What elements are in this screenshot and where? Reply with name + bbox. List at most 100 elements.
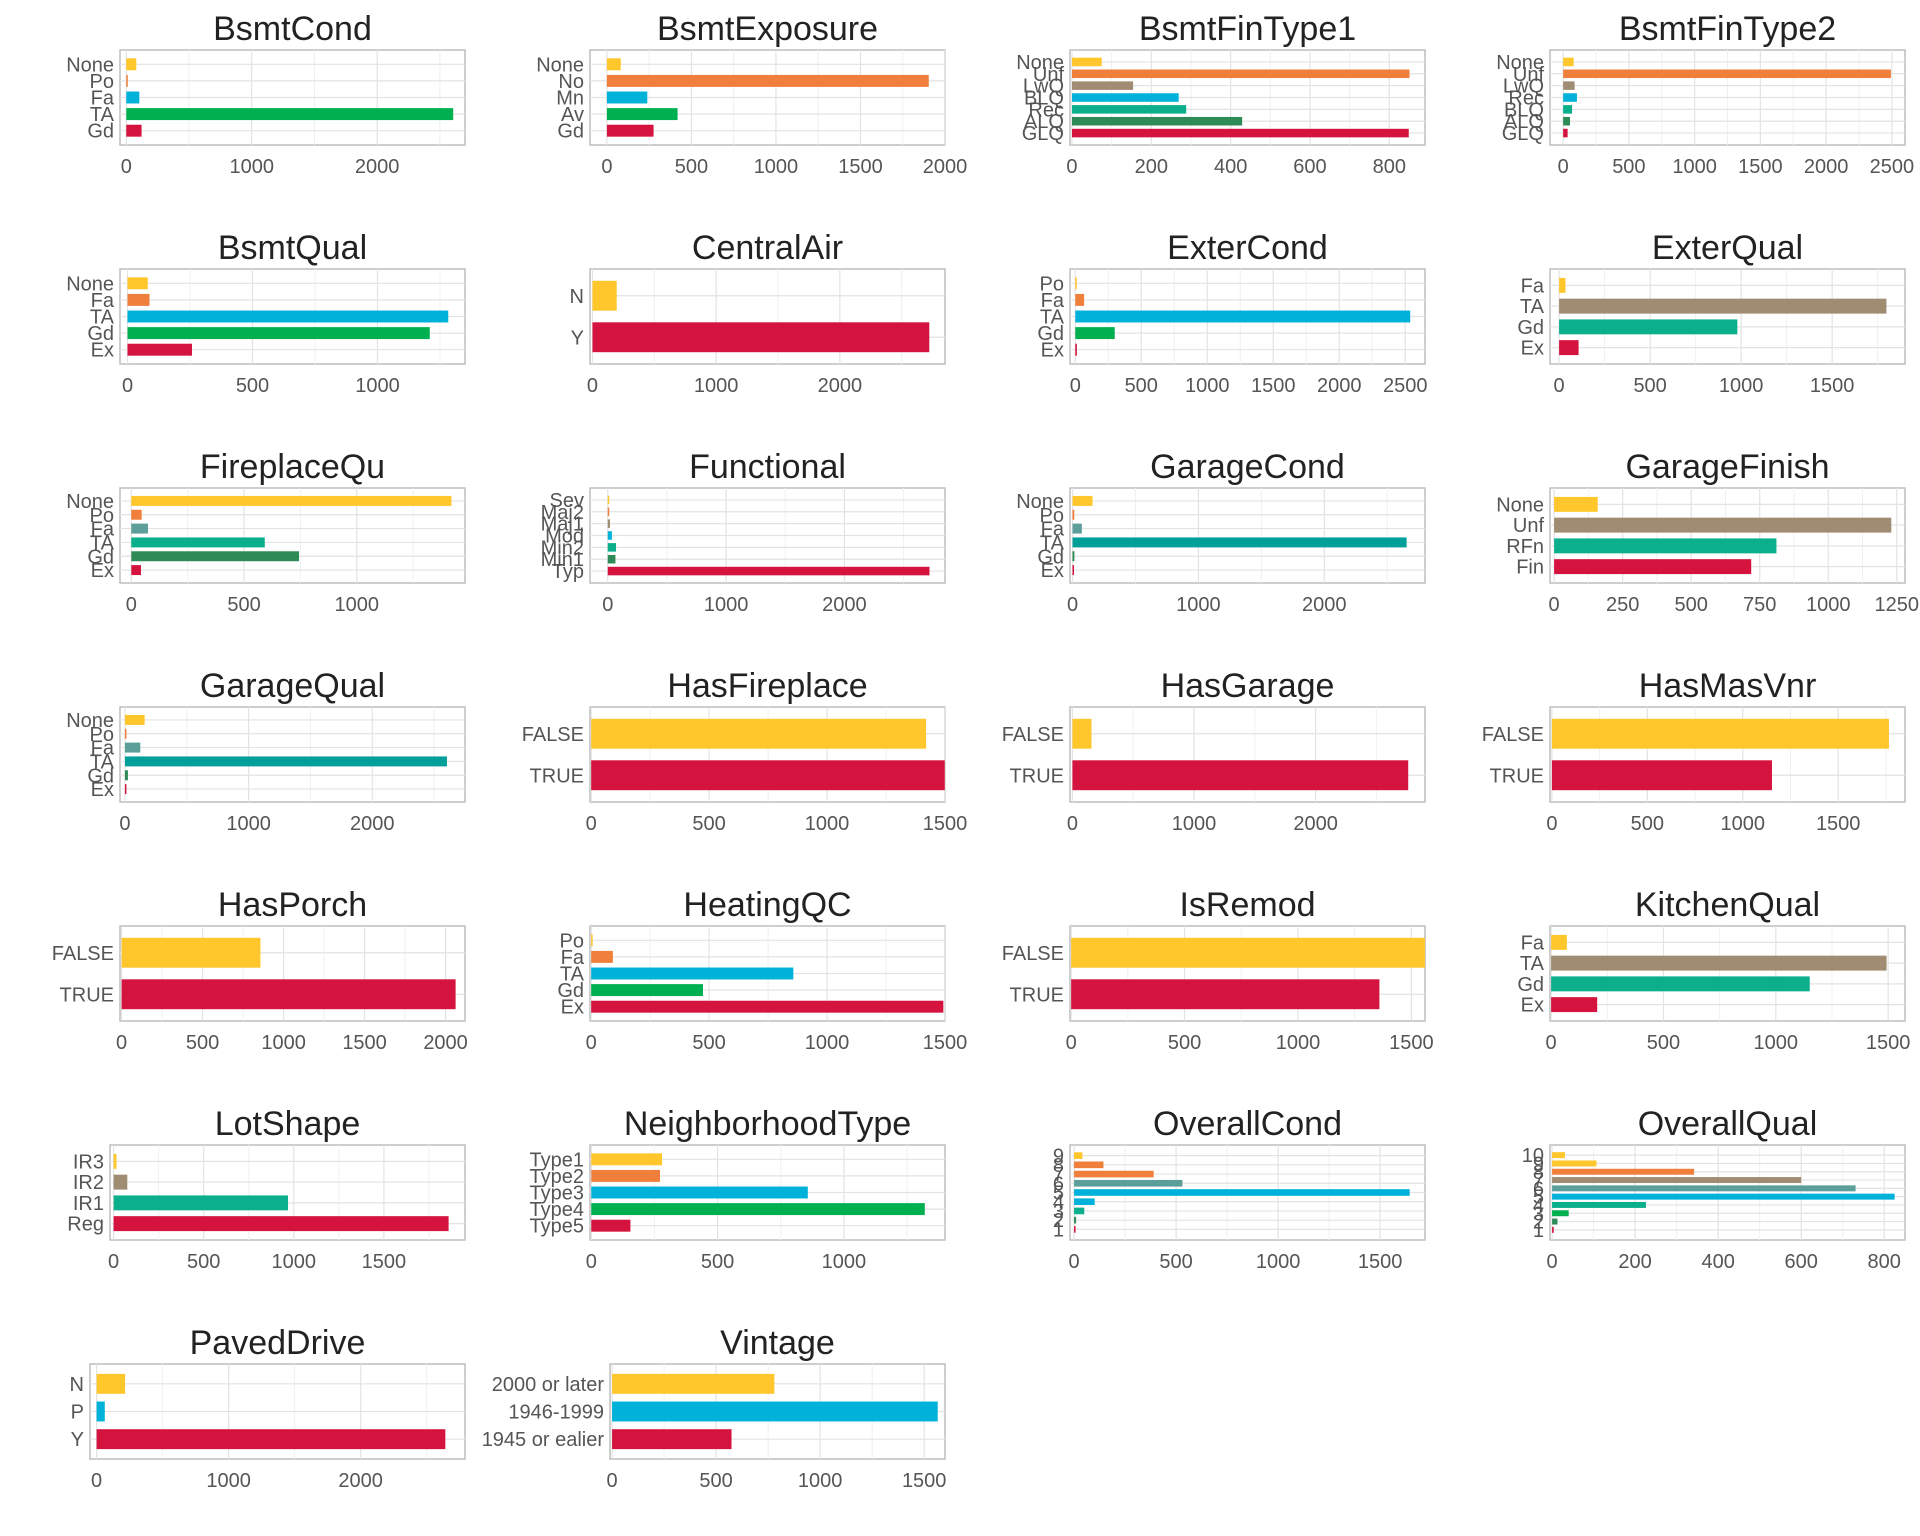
chart-title: ExterQual (1652, 229, 1803, 267)
x-tick-label: 1000 (355, 375, 400, 397)
x-tick-label: 2000 (818, 375, 863, 397)
y-tick-label: None (66, 710, 114, 732)
y-tick-label: 9 (1533, 1153, 1544, 1175)
y-tick-label: 4 (1053, 1192, 1064, 1214)
bar-type2 (591, 1169, 660, 1182)
x-tick-label: 0 (1547, 1251, 1558, 1273)
y-tick-label: Fa (91, 738, 115, 760)
bar-5 (1074, 1189, 1410, 1196)
y-tick-label: Sev (550, 490, 584, 512)
chart-title: HeatingQC (683, 886, 851, 924)
bar-n (96, 1373, 126, 1394)
y-tick-label: 2 (1053, 1210, 1064, 1232)
y-tick-label: TA (1520, 296, 1545, 318)
chart-title: ExterCond (1167, 229, 1328, 267)
x-tick-label: 250 (1606, 594, 1639, 616)
bar-gd (591, 984, 703, 997)
y-tick-label: Fa (1521, 275, 1545, 297)
x-tick-label: 0 (1067, 813, 1078, 835)
x-tick-label: 1000 (226, 813, 271, 835)
x-tick-label: 600 (1785, 1251, 1818, 1273)
y-tick-label: Gd (1517, 317, 1544, 339)
bar-type5 (591, 1219, 631, 1232)
bar-fa (1559, 277, 1566, 293)
chart-title: OverallCond (1153, 1105, 1342, 1143)
y-tick-label: 6 (1533, 1178, 1544, 1200)
x-tick-label: 500 (701, 1251, 734, 1273)
bar-alq (1563, 116, 1570, 126)
x-tick-label: 500 (227, 594, 260, 616)
x-tick-label: 1000 (272, 1251, 317, 1273)
x-tick-label: 1000 (805, 813, 850, 835)
bar-false (121, 937, 261, 968)
y-tick-label: 7 (1053, 1164, 1064, 1186)
bar-1 (1552, 1226, 1554, 1233)
y-tick-label: None (1496, 494, 1544, 516)
x-tick-label: 1500 (1389, 1032, 1434, 1054)
y-tick-label: 10 (1522, 1145, 1544, 1167)
y-tick-label: 4 (1533, 1195, 1544, 1217)
chart-isremod: IsRemod 0 500 1000 1500 FALSE TRUE (1002, 886, 1434, 1054)
chart-panel-heatingqc: HeatingQC 0 500 1000 1500 Po Fa TA Gd Ex (480, 876, 967, 1095)
x-tick-label: 1000 (1172, 813, 1217, 835)
y-tick-label: ALQ (1024, 111, 1064, 133)
x-tick-label: 1500 (342, 1032, 387, 1054)
bar-ex (1072, 565, 1075, 576)
y-tick-label: Rec (1508, 88, 1544, 110)
y-tick-label: N (570, 286, 584, 308)
y-tick-label: Av (561, 104, 584, 126)
bar-fa (124, 742, 141, 753)
bar-gd (126, 124, 142, 137)
x-tick-label: 1000 (206, 1470, 251, 1492)
bar-n (592, 280, 617, 311)
x-tick-label: 2000 (350, 813, 395, 835)
x-tick-label: 1500 (362, 1251, 407, 1273)
y-tick-label: Gd (87, 546, 114, 568)
chart-panel-neighborhoodtype: NeighborhoodType 0 500 1000 Type1 Type2 Type3 T… (480, 1095, 960, 1314)
y-tick-label: Gd (1517, 974, 1544, 996)
chart-title: HasPorch (218, 886, 367, 924)
bar-maj2 (607, 507, 610, 517)
bar-fa (131, 523, 148, 534)
x-tick-label: 500 (692, 813, 725, 835)
x-tick-label: 0 (1067, 594, 1078, 616)
chart-panel-garagefinish: GarageFinish 0 250 500 750 1000 1250 None Unf RFn… (1440, 438, 1920, 657)
x-tick-label: 0 (91, 1470, 102, 1492)
y-tick-label: Po (90, 724, 114, 746)
bar-3 (1074, 1207, 1085, 1215)
chart-panel-garagecond: GarageCond 0 1000 2000 None Po Fa TA Gd Ex (960, 438, 1440, 657)
chart-hasmasvnr: HasMasVnr 0 500 1000 1500 FALSE TRUE (1482, 667, 1906, 835)
x-tick-label: 800 (1868, 1251, 1901, 1273)
chart-title: BsmtExposure (657, 10, 878, 48)
chart-title: NeighborhoodType (624, 1105, 911, 1143)
bar-maj1 (607, 519, 610, 528)
y-tick-label: LwQ (1503, 76, 1544, 98)
chart-title: BsmtQual (218, 229, 367, 267)
y-tick-label: 2 (1533, 1212, 1544, 1234)
bar-glq (1071, 128, 1409, 138)
bar-gd (124, 770, 128, 781)
bar-none (126, 58, 137, 71)
y-tick-label: Fa (91, 519, 115, 541)
y-tick-label: TA (90, 751, 115, 773)
chart-title: GarageFinish (1625, 448, 1829, 486)
x-tick-label: 1000 (229, 156, 274, 178)
x-tick-label: 1250 (1875, 594, 1920, 616)
y-tick-label: Typ (552, 561, 584, 583)
y-tick-label: Unf (1033, 64, 1065, 86)
chart-title: BsmtFinType1 (1139, 10, 1356, 48)
bar-fa (1551, 934, 1567, 950)
y-tick-label: Gd (557, 980, 584, 1002)
y-tick-label: Ex (91, 340, 114, 362)
y-tick-label: FALSE (52, 943, 114, 965)
bar-blq (1563, 105, 1573, 114)
x-tick-label: 0 (119, 813, 130, 835)
x-tick-label: 1000 (805, 1032, 850, 1054)
y-tick-label: Mn (556, 88, 584, 110)
y-tick-label: 5 (1533, 1187, 1544, 1209)
bar-true (1071, 979, 1380, 1010)
chart-panel-paveddrive: PavedDrive 0 1000 2000 N P Y (0, 1314, 480, 1533)
